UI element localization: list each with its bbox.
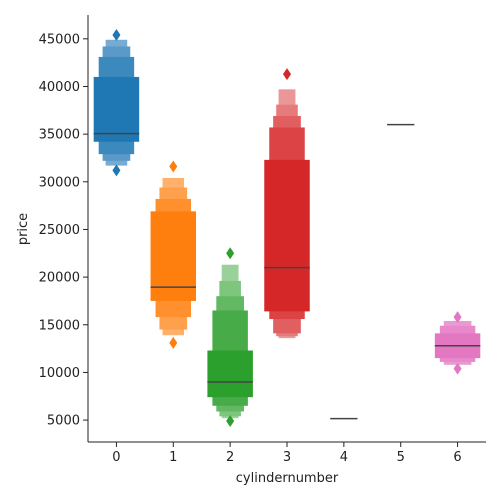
x-ticks: 0 1 2 3 4 5 6 [112, 442, 461, 465]
x-tick-label: 0 [112, 450, 120, 465]
y-tick-label: 30000 [39, 175, 80, 190]
x-tick-label: 3 [283, 450, 291, 465]
boxen-box [264, 160, 309, 312]
x-tick-label: 1 [169, 450, 177, 465]
outlier-marker [283, 68, 291, 80]
boxen-group-1 [151, 161, 196, 349]
outlier-marker [226, 247, 234, 259]
outlier-marker [112, 29, 120, 41]
plot-area [94, 29, 481, 427]
y-tick-label: 35000 [39, 128, 80, 143]
y-tick-label: 25000 [39, 223, 80, 238]
boxen-group-0 [94, 29, 139, 176]
x-axis-label: cylindernumber [236, 471, 339, 486]
x-tick-label: 4 [340, 450, 348, 465]
boxen-box [207, 351, 252, 398]
outlier-marker [169, 337, 177, 349]
boxen-group-2 [207, 247, 252, 427]
y-axis-label: price [16, 213, 31, 245]
y-tick-label: 5000 [47, 414, 80, 429]
y-tick-label: 40000 [39, 80, 80, 95]
y-tick-label: 20000 [39, 271, 80, 286]
x-tick-label: 6 [453, 450, 461, 465]
x-tick-label: 5 [397, 450, 405, 465]
y-tick-label: 10000 [39, 366, 80, 381]
y-ticks: 5000 10000 15000 20000 25000 30000 35000 40000 4… [39, 32, 88, 428]
outlier-marker [112, 164, 120, 176]
boxen-group-3 [264, 68, 309, 338]
boxen-group-6 [435, 311, 480, 374]
outlier-marker [169, 161, 177, 173]
y-tick-label: 45000 [39, 32, 80, 47]
boxen-box [94, 77, 139, 142]
x-tick-label: 2 [226, 450, 234, 465]
y-tick-label: 15000 [39, 318, 80, 333]
